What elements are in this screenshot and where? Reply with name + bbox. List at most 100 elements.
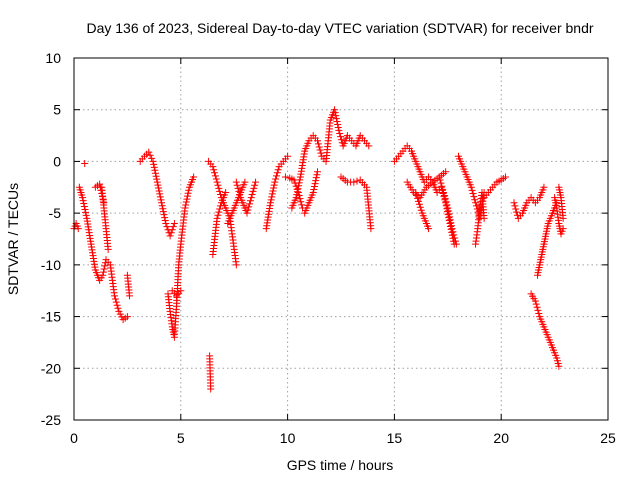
- data-point-marker: [446, 213, 454, 221]
- data-point-marker: [334, 123, 342, 131]
- data-point-marker: [335, 126, 343, 134]
- data-point-marker: [212, 175, 220, 183]
- data-point-marker: [296, 195, 304, 203]
- data-point-marker: [269, 187, 277, 195]
- data-point-marker: [100, 265, 108, 273]
- data-point-marker: [246, 200, 254, 208]
- data-point-marker: [438, 182, 446, 190]
- x-axis-label: GPS time / hours: [287, 457, 394, 473]
- data-point-marker: [182, 201, 190, 209]
- data-point-marker: [215, 184, 223, 192]
- series-s8: [164, 173, 198, 341]
- data-point-marker: [183, 195, 191, 203]
- data-point-marker: [412, 188, 420, 196]
- data-point-marker: [99, 271, 107, 279]
- data-point-marker: [533, 303, 541, 311]
- data-point-marker: [184, 192, 192, 200]
- y-tick-label: -20: [41, 360, 61, 376]
- data-point-marker: [181, 204, 189, 212]
- data-point-marker: [245, 203, 253, 211]
- data-point-marker: [149, 157, 157, 165]
- data-point-marker: [293, 191, 301, 199]
- data-point-marker: [281, 173, 289, 181]
- data-point-marker: [413, 191, 421, 199]
- data-point-marker: [233, 181, 241, 189]
- x-tick-label: 20: [493, 430, 509, 446]
- data-point-marker: [317, 149, 325, 157]
- series-s23: [435, 173, 460, 248]
- data-point-marker: [293, 188, 301, 196]
- data-point-marker: [80, 200, 88, 208]
- data-point-marker: [447, 222, 455, 230]
- data-point-marker: [443, 201, 451, 209]
- grid: [74, 58, 608, 420]
- series-s4: [98, 183, 112, 253]
- data-point-marker: [270, 181, 278, 189]
- series-s26: [480, 173, 509, 202]
- data-point-marker: [316, 146, 324, 154]
- data-point-marker: [213, 214, 221, 222]
- y-axis-label: SDTVAR / TECUs: [5, 183, 21, 295]
- data-point-marker: [104, 245, 112, 253]
- data-point-marker: [309, 188, 317, 196]
- series-s7: [136, 148, 178, 240]
- series-s12: [209, 188, 230, 259]
- data-point-marker: [469, 189, 477, 197]
- y-tick-label: -10: [41, 257, 61, 273]
- data-point-marker: [274, 166, 282, 174]
- data-point-marker: [415, 197, 423, 205]
- data-point-marker: [314, 168, 322, 176]
- data-point-marker: [82, 211, 90, 219]
- data-point-marker: [248, 191, 256, 199]
- series-s29: [551, 194, 567, 238]
- series-s1: [70, 219, 82, 233]
- tick-labels: 0 5 10 15 20 25 10 5 0 -5 -10 -15 -20 -25: [41, 50, 616, 446]
- series-s31: [527, 290, 563, 370]
- data-point-marker: [153, 175, 161, 183]
- data-point-marker: [441, 195, 449, 203]
- y-tick-label: 10: [45, 50, 61, 66]
- chart-title: Day 136 of 2023, Sidereal Day-to-day VTE…: [86, 20, 593, 36]
- data-point-marker: [99, 268, 107, 276]
- data-point-marker: [448, 225, 456, 233]
- series-s15: [262, 152, 292, 233]
- data-point-marker: [81, 159, 89, 167]
- data-point-marker: [332, 115, 340, 123]
- data-point-marker: [168, 226, 176, 234]
- data-point-marker: [79, 194, 87, 202]
- series-s2: [75, 183, 131, 324]
- data-point-marker: [510, 199, 518, 207]
- data-point-marker: [112, 298, 120, 306]
- data-point-marker: [531, 297, 539, 305]
- data-point-marker: [151, 166, 159, 174]
- data-point-marker: [184, 189, 192, 197]
- data-point-marker: [444, 207, 452, 215]
- data-point-marker: [155, 187, 163, 195]
- data-point-marker: [310, 186, 318, 194]
- y-tick-label: 5: [53, 102, 61, 118]
- data-point-marker: [74, 225, 82, 233]
- data-point-marker: [160, 211, 168, 219]
- data-point-marker: [145, 148, 153, 156]
- data-point-marker: [334, 120, 342, 128]
- data-point-marker: [480, 214, 488, 222]
- data-point-marker: [414, 194, 422, 202]
- data-point-marker: [331, 109, 339, 117]
- x-tick-label: 15: [387, 430, 403, 446]
- data-point-marker: [241, 178, 249, 186]
- data-point-marker: [452, 240, 460, 248]
- data-point-marker: [273, 169, 281, 177]
- x-tick-label: 5: [177, 430, 185, 446]
- data-point-marker: [439, 185, 447, 193]
- data-point-marker: [162, 219, 170, 227]
- data-point-marker: [148, 154, 156, 162]
- data-point-marker: [249, 187, 257, 195]
- data-point-marker: [332, 112, 340, 120]
- data-point-marker: [210, 166, 218, 174]
- data-point-marker: [215, 208, 223, 216]
- data-point-marker: [123, 313, 131, 321]
- data-point-marker: [451, 237, 459, 245]
- data-point-marker: [156, 190, 164, 198]
- x-tick-label: 25: [600, 430, 616, 446]
- data-point-marker: [268, 190, 276, 198]
